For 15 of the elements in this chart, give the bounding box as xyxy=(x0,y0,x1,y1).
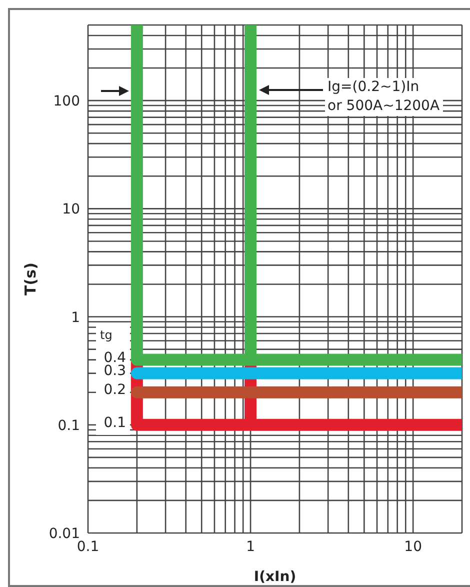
y-tick-label: 10 xyxy=(62,202,80,218)
x-tick-label: 1 xyxy=(246,538,255,555)
annotation: tg xyxy=(100,328,112,342)
y-tick-label: 0.1 xyxy=(58,418,80,434)
annotation: Ig=(0.2~1)In xyxy=(328,78,420,97)
annotation: 0.1 xyxy=(102,414,126,431)
x-tick-label: 10 xyxy=(404,538,422,555)
y-axis-title: T(s) xyxy=(21,262,40,296)
x-axis-title: I(xIn) xyxy=(254,569,296,585)
annotation: or 500A~1200A xyxy=(328,97,440,116)
y-tick-label: 1 xyxy=(71,310,80,326)
annotation: 0.3 xyxy=(102,363,126,380)
y-tick-label: 100 xyxy=(53,94,80,110)
annotation: 0.4 xyxy=(102,350,126,366)
annotation: 0.2 xyxy=(102,382,126,398)
